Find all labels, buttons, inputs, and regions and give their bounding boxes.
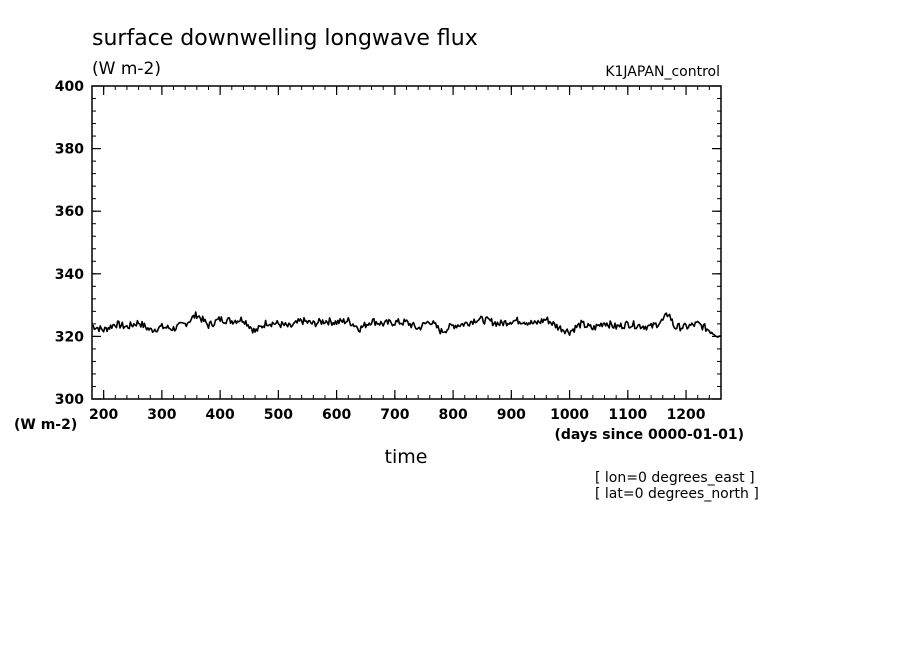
y-tick-label: 400	[55, 79, 84, 95]
x-tick-label: 1000	[550, 407, 589, 423]
experiment-label: K1JAPAN_control	[605, 64, 720, 80]
x-tick-label: 1100	[608, 407, 647, 423]
x-axis-units: (days since 0000-01-01)	[555, 427, 745, 443]
minor-ticks	[92, 85, 722, 400]
annotation-lat: [ lat=0 degrees_north ]	[595, 486, 759, 502]
x-tick-label: 600	[322, 407, 351, 423]
y-tick-label: 340	[55, 267, 84, 283]
x-axis: 200 300 400 500 600 700 800 900 1000 1100 1200	[89, 86, 706, 423]
y-tick-label: 320	[55, 329, 84, 345]
x-tick-label: 900	[497, 407, 526, 423]
x-tick-label: 500	[264, 407, 293, 423]
x-tick-label: 200	[89, 407, 118, 423]
x-tick-label: 400	[206, 407, 235, 423]
x-tick-label: 800	[438, 407, 467, 423]
units-label: (W m-2)	[92, 59, 161, 79]
x-tick-label: 1200	[667, 407, 706, 423]
y-tick-label: 300	[55, 392, 84, 408]
y-axis: 300 320 340 360 380 400	[55, 79, 721, 408]
y-tick-label: 360	[55, 204, 84, 220]
y-axis-label: (W m-2)	[14, 417, 77, 433]
y-tick-label: 380	[55, 142, 84, 158]
x-axis-label: time	[385, 446, 428, 468]
x-tick-label: 700	[380, 407, 409, 423]
x-tick-label: 300	[147, 407, 176, 423]
chart-title: surface downwelling longwave flux	[92, 26, 478, 51]
plot-frame	[91, 85, 722, 400]
series-line	[92, 311, 722, 338]
annotation-lon: [ lon=0 degrees_east ]	[595, 470, 755, 486]
